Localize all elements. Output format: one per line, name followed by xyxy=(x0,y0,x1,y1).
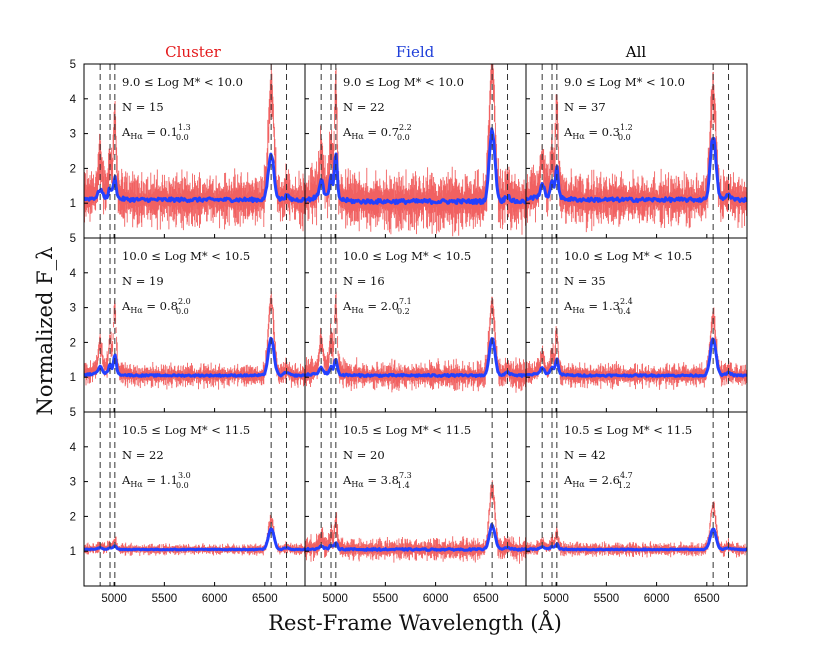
x-tick-label: 6000 xyxy=(202,593,228,605)
y-tick-label: 4 xyxy=(70,442,77,454)
y-tick-label: 4 xyxy=(70,94,77,106)
panel-data xyxy=(526,307,747,390)
attenuation-label: AHα = 3.87.3 1.4 xyxy=(342,471,412,490)
stacked-spectrum xyxy=(84,152,305,204)
x-tick-label: 6500 xyxy=(252,593,278,605)
mass-bin-label: 9.0 ≤ Log M* < 10.0 xyxy=(343,75,464,89)
y-axis-label: Normalized F_λ xyxy=(33,247,57,416)
x-tick-label: 6000 xyxy=(423,593,449,605)
sample-size-label: N = 22 xyxy=(343,100,385,114)
sample-size-label: N = 20 xyxy=(343,448,385,462)
panel-r0-c1: 9.0 ≤ Log M* < 10.0 N = 22 AHα = 0.72.2 0.0 xyxy=(304,63,527,239)
plots-layer: 1 2 3 4 5 9.0 ≤ Log M* < 10.0 N = 15 AHα = 0.11… xyxy=(70,59,748,605)
individual-spectra xyxy=(305,480,526,564)
y-tick-label: 2 xyxy=(70,337,76,349)
stacked-spectrum xyxy=(84,336,305,378)
sample-size-label: N = 42 xyxy=(564,448,606,462)
mass-bin-label: 10.0 ≤ Log M* < 10.5 xyxy=(343,249,471,263)
x-tick-label: 5000 xyxy=(101,593,127,605)
attenuation-label: AHα = 2.07.1 0.2 xyxy=(342,297,412,316)
panel-data xyxy=(305,64,526,237)
individual-spectra xyxy=(526,307,747,390)
stacked-spectrum xyxy=(305,522,526,552)
y-tick-label: 2 xyxy=(70,511,76,523)
panel-frame xyxy=(83,237,306,413)
y-tick-label: 3 xyxy=(70,303,76,315)
panel-data xyxy=(526,501,747,558)
stacked-spectrum xyxy=(305,337,526,378)
stacked-spectrum xyxy=(305,127,526,205)
sample-size-label: N = 37 xyxy=(564,100,606,114)
sample-size-label: N = 16 xyxy=(343,274,385,288)
sample-size-label: N = 19 xyxy=(122,274,164,288)
x-tick-label: 6500 xyxy=(473,593,499,605)
panel-r2-c0: 1 2 3 4 5 5000 5500 6000 6500 10.5 ≤ Log M* < 11.… xyxy=(70,407,306,605)
y-tick-label: 3 xyxy=(70,129,76,141)
panel-frame xyxy=(525,411,748,587)
y-tick-label: 5 xyxy=(70,233,76,245)
y-tick-label: 4 xyxy=(70,268,77,280)
attenuation-label: AHα = 0.72.2 0.0 xyxy=(342,123,412,142)
mass-bin-label: 10.5 ≤ Log M* < 11.5 xyxy=(343,423,471,437)
panel-frame xyxy=(304,63,527,239)
x-tick-label: 5500 xyxy=(594,593,620,605)
stacked-spectrum xyxy=(526,527,747,552)
attenuation-label: AHα = 1.13.0 0.0 xyxy=(121,471,191,490)
attenuation-label: AHα = 0.31.2 0.0 xyxy=(563,123,633,142)
panel-data xyxy=(305,480,526,564)
panel-data xyxy=(526,72,747,233)
x-tick-label: 5500 xyxy=(373,593,399,605)
panel-frame xyxy=(83,411,306,587)
mass-bin-label: 10.0 ≤ Log M* < 10.5 xyxy=(122,249,250,263)
y-tick-label: 1 xyxy=(70,198,76,210)
column-title-cluster: Cluster xyxy=(165,43,222,61)
mass-bin-label: 10.5 ≤ Log M* < 11.5 xyxy=(564,423,692,437)
attenuation-label: AHα = 0.11.3 0.0 xyxy=(121,123,191,142)
stacked-spectrum xyxy=(526,337,747,378)
panel-r1-c0: 1 2 3 4 5 10.0 ≤ Log M* < 10.5 N = 19 AHα = 0.8… xyxy=(70,233,306,413)
column-title-all: All xyxy=(625,43,647,61)
panel-data xyxy=(305,291,526,393)
panel-data xyxy=(84,514,305,556)
y-tick-label: 5 xyxy=(70,407,76,419)
column-title-field: Field xyxy=(396,43,435,61)
mass-bin-label: 9.0 ≤ Log M* < 10.0 xyxy=(122,75,243,89)
x-axis-label: Rest-Frame Wavelength (Å) xyxy=(268,610,562,635)
x-tick-label: 5000 xyxy=(322,593,348,605)
attenuation-label: AHα = 2.64.7 1.2 xyxy=(563,471,633,490)
stacked-spectrum xyxy=(84,527,305,552)
x-tick-label: 6000 xyxy=(644,593,670,605)
mass-bin-label: 10.0 ≤ Log M* < 10.5 xyxy=(564,249,692,263)
sample-size-label: N = 15 xyxy=(122,100,164,114)
y-tick-label: 3 xyxy=(70,477,76,489)
panel-frame xyxy=(304,237,527,413)
sample-size-label: N = 22 xyxy=(122,448,164,462)
attenuation-label: AHα = 0.82.0 0.0 xyxy=(121,297,191,316)
x-tick-label: 5000 xyxy=(543,593,569,605)
panel-r2-c1: 5000 5500 6000 6500 10.5 ≤ Log M* < 11.5 N = … xyxy=(304,411,527,605)
panel-data xyxy=(84,291,305,390)
x-tick-label: 5500 xyxy=(152,593,178,605)
attenuation-label: AHα = 1.32.4 0.4 xyxy=(563,297,633,316)
panel-frame xyxy=(304,411,527,587)
sample-size-label: N = 35 xyxy=(564,274,606,288)
x-tick-label: 6500 xyxy=(694,593,720,605)
y-tick-label: 1 xyxy=(70,372,76,384)
mass-bin-label: 9.0 ≤ Log M* < 10.0 xyxy=(564,75,685,89)
panel-r1-c2: 10.0 ≤ Log M* < 10.5 N = 35 AHα = 1.32.4 0.… xyxy=(525,237,748,413)
y-tick-label: 5 xyxy=(70,59,76,71)
y-tick-label: 2 xyxy=(70,163,76,175)
stacked-spectrum xyxy=(526,137,747,204)
panel-data xyxy=(84,64,305,232)
panel-r2-c2: 5000 5500 6000 6500 10.5 ≤ Log M* < 11.5 N = … xyxy=(525,411,748,605)
panel-r0-c0: 1 2 3 4 5 9.0 ≤ Log M* < 10.0 N = 15 AHα = 0.11… xyxy=(70,59,306,239)
panel-r0-c2: 9.0 ≤ Log M* < 10.0 N = 37 AHα = 0.31.2 0.0 xyxy=(525,63,748,239)
mass-bin-label: 10.5 ≤ Log M* < 11.5 xyxy=(122,423,250,437)
panel-r1-c1: 10.0 ≤ Log M* < 10.5 N = 16 AHα = 2.07.1 0.… xyxy=(304,237,527,413)
y-tick-label: 1 xyxy=(70,546,76,558)
